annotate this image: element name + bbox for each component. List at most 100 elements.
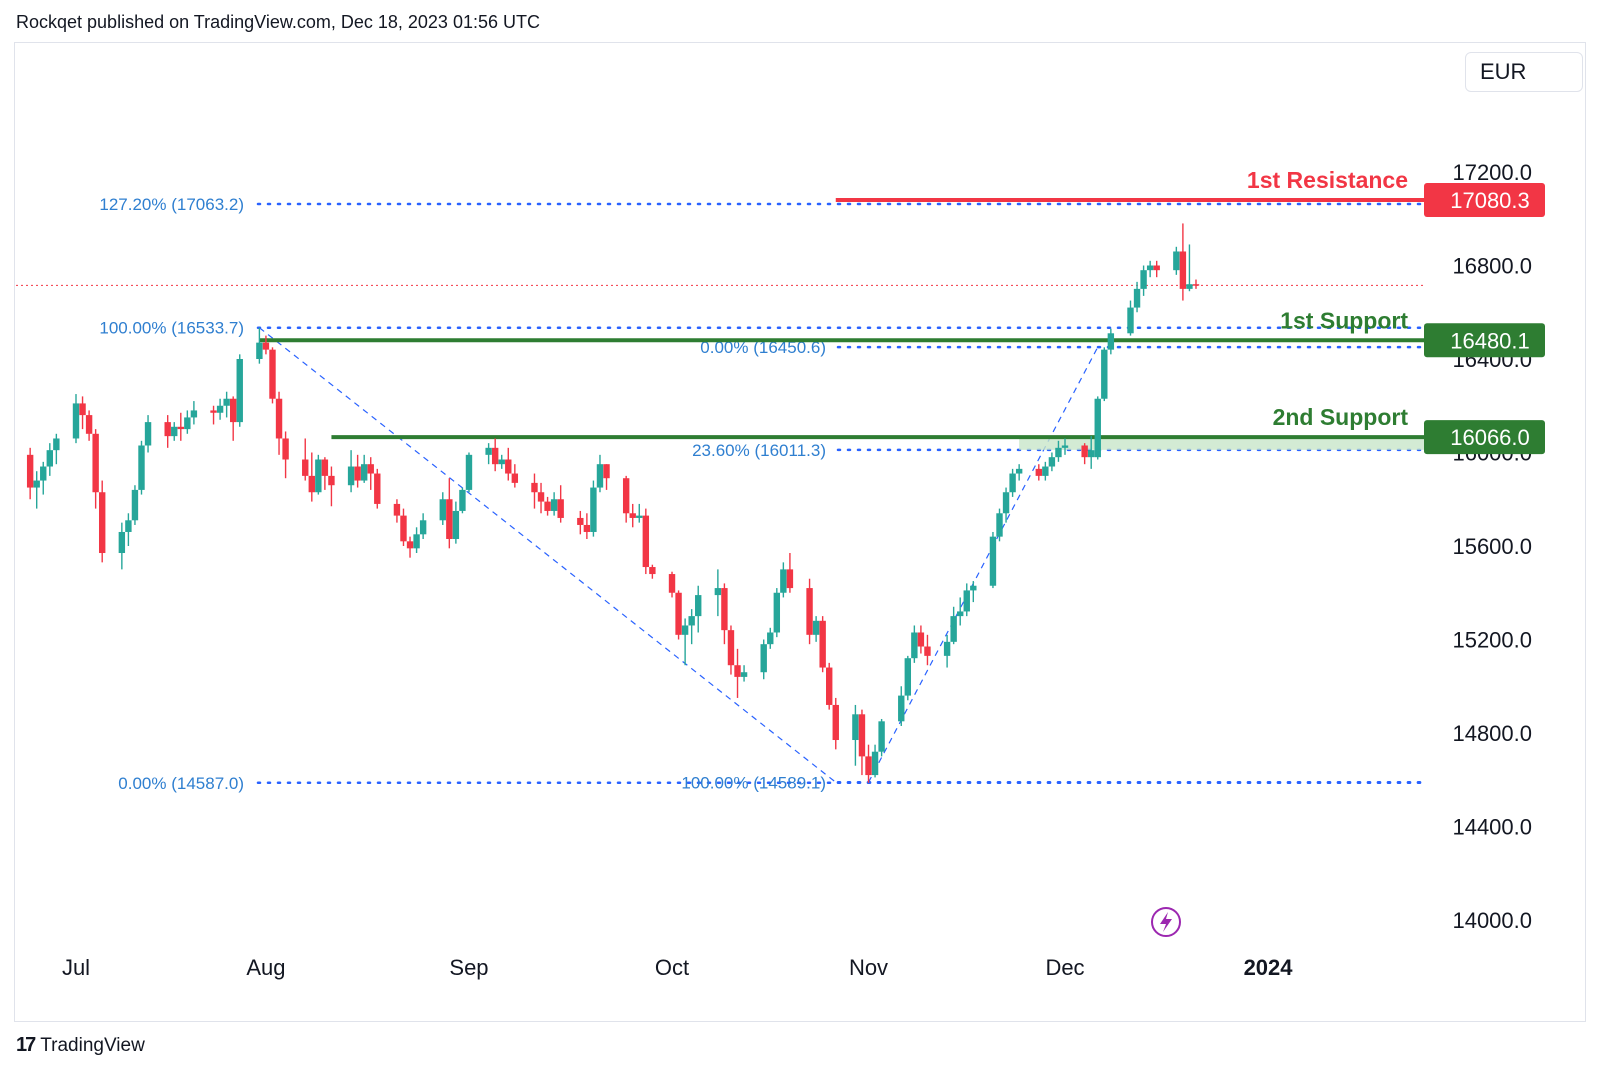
candle-down bbox=[1153, 260, 1160, 278]
candle-body bbox=[328, 475, 335, 486]
currency-selector[interactable]: EUR bbox=[1465, 52, 1583, 92]
candle-body bbox=[315, 459, 322, 493]
candle-down bbox=[577, 510, 584, 535]
candle-down bbox=[275, 391, 283, 455]
candle-body bbox=[164, 422, 171, 437]
candle-body bbox=[98, 492, 106, 554]
candle-up bbox=[773, 588, 781, 638]
candle-down bbox=[511, 464, 519, 488]
candle-down bbox=[282, 431, 289, 479]
candle-up bbox=[1061, 438, 1069, 455]
candle-body bbox=[229, 398, 237, 423]
candle-body bbox=[360, 464, 368, 481]
candle-up bbox=[40, 461, 47, 495]
lightning-circle bbox=[1151, 907, 1181, 937]
candle-body bbox=[917, 632, 925, 647]
candle-up bbox=[1127, 300, 1134, 336]
candle-body bbox=[832, 704, 839, 741]
candle-up bbox=[171, 422, 178, 441]
candle-body bbox=[393, 503, 401, 516]
candle-body bbox=[308, 475, 315, 493]
candle-down bbox=[642, 508, 650, 575]
candle-up bbox=[636, 503, 643, 523]
candle-body bbox=[989, 536, 997, 586]
candle-up bbox=[144, 415, 152, 453]
candle-down bbox=[786, 553, 794, 593]
candle-up bbox=[256, 327, 263, 364]
candle-down bbox=[79, 396, 86, 430]
candle-down bbox=[721, 583, 728, 645]
support-label: 2nd Support bbox=[1273, 404, 1409, 430]
candle-down bbox=[85, 410, 93, 441]
candle-down bbox=[917, 625, 925, 654]
candle-body bbox=[118, 531, 126, 554]
footer-brand: 17 TradingView bbox=[16, 1034, 145, 1057]
brand-name: TradingView bbox=[40, 1034, 145, 1056]
candle-body bbox=[1081, 445, 1088, 458]
candle-down bbox=[328, 466, 335, 507]
candle-up bbox=[970, 581, 977, 603]
candle-body bbox=[262, 342, 270, 350]
candle-up bbox=[767, 627, 774, 649]
candle-body bbox=[46, 450, 54, 467]
candle-body bbox=[26, 454, 34, 488]
lightning-icon bbox=[1151, 907, 1181, 937]
candle-body bbox=[72, 403, 80, 439]
candle-body bbox=[1061, 445, 1069, 448]
candle-body bbox=[734, 665, 741, 677]
candle-body bbox=[1153, 265, 1160, 271]
x-tick-label: Jul bbox=[62, 955, 90, 980]
candle-body bbox=[321, 459, 329, 476]
candle-body bbox=[590, 487, 597, 532]
candle-up bbox=[125, 513, 132, 546]
candle-up bbox=[452, 501, 460, 544]
candle-down bbox=[393, 499, 401, 523]
candle-body bbox=[171, 426, 178, 437]
candle-down bbox=[819, 616, 826, 673]
candle-up bbox=[1094, 396, 1101, 460]
candle-down bbox=[1035, 464, 1043, 481]
candle-up bbox=[1146, 260, 1154, 278]
candle-body bbox=[210, 410, 217, 413]
candle-body bbox=[419, 520, 427, 535]
candle-body bbox=[491, 447, 499, 465]
candle-body bbox=[1042, 466, 1049, 476]
y-tick-bg bbox=[1430, 812, 1570, 841]
x-tick-label: Nov bbox=[849, 955, 888, 980]
candle-body bbox=[125, 520, 132, 532]
candle-body bbox=[406, 541, 414, 549]
candle-down bbox=[321, 457, 329, 490]
candle-body bbox=[871, 751, 879, 776]
candle-body bbox=[911, 632, 918, 659]
x-tick-label: Aug bbox=[246, 955, 285, 980]
candle-up bbox=[498, 454, 505, 469]
price-tag-value: 17080.3 bbox=[1450, 188, 1530, 213]
candle-body bbox=[485, 447, 492, 455]
candle-down bbox=[1081, 443, 1088, 465]
candle-down bbox=[531, 473, 538, 509]
candle-up bbox=[950, 606, 957, 645]
candle-up bbox=[852, 704, 859, 766]
candle-up bbox=[714, 569, 722, 617]
candle-body bbox=[596, 464, 604, 488]
candle-body bbox=[904, 658, 912, 696]
candle-up bbox=[33, 471, 40, 509]
candle-body bbox=[498, 459, 505, 465]
candle-body bbox=[714, 588, 722, 596]
candle-up bbox=[871, 744, 879, 778]
candle-down bbox=[603, 464, 610, 490]
candle-body bbox=[184, 417, 191, 430]
candle-body bbox=[1094, 398, 1101, 458]
candle-body bbox=[780, 569, 787, 593]
candle-up bbox=[1087, 436, 1095, 469]
y-tick-label: 17200.0 bbox=[1452, 160, 1532, 185]
candle-up bbox=[439, 492, 446, 525]
candle-body bbox=[806, 588, 813, 635]
y-tick-bg bbox=[1430, 719, 1570, 747]
candle-body bbox=[505, 459, 512, 474]
tradingview-logo-icon: 17 bbox=[16, 1034, 36, 1056]
candle-body bbox=[924, 646, 931, 656]
candle-body bbox=[1002, 492, 1010, 514]
candle-body bbox=[452, 510, 460, 539]
